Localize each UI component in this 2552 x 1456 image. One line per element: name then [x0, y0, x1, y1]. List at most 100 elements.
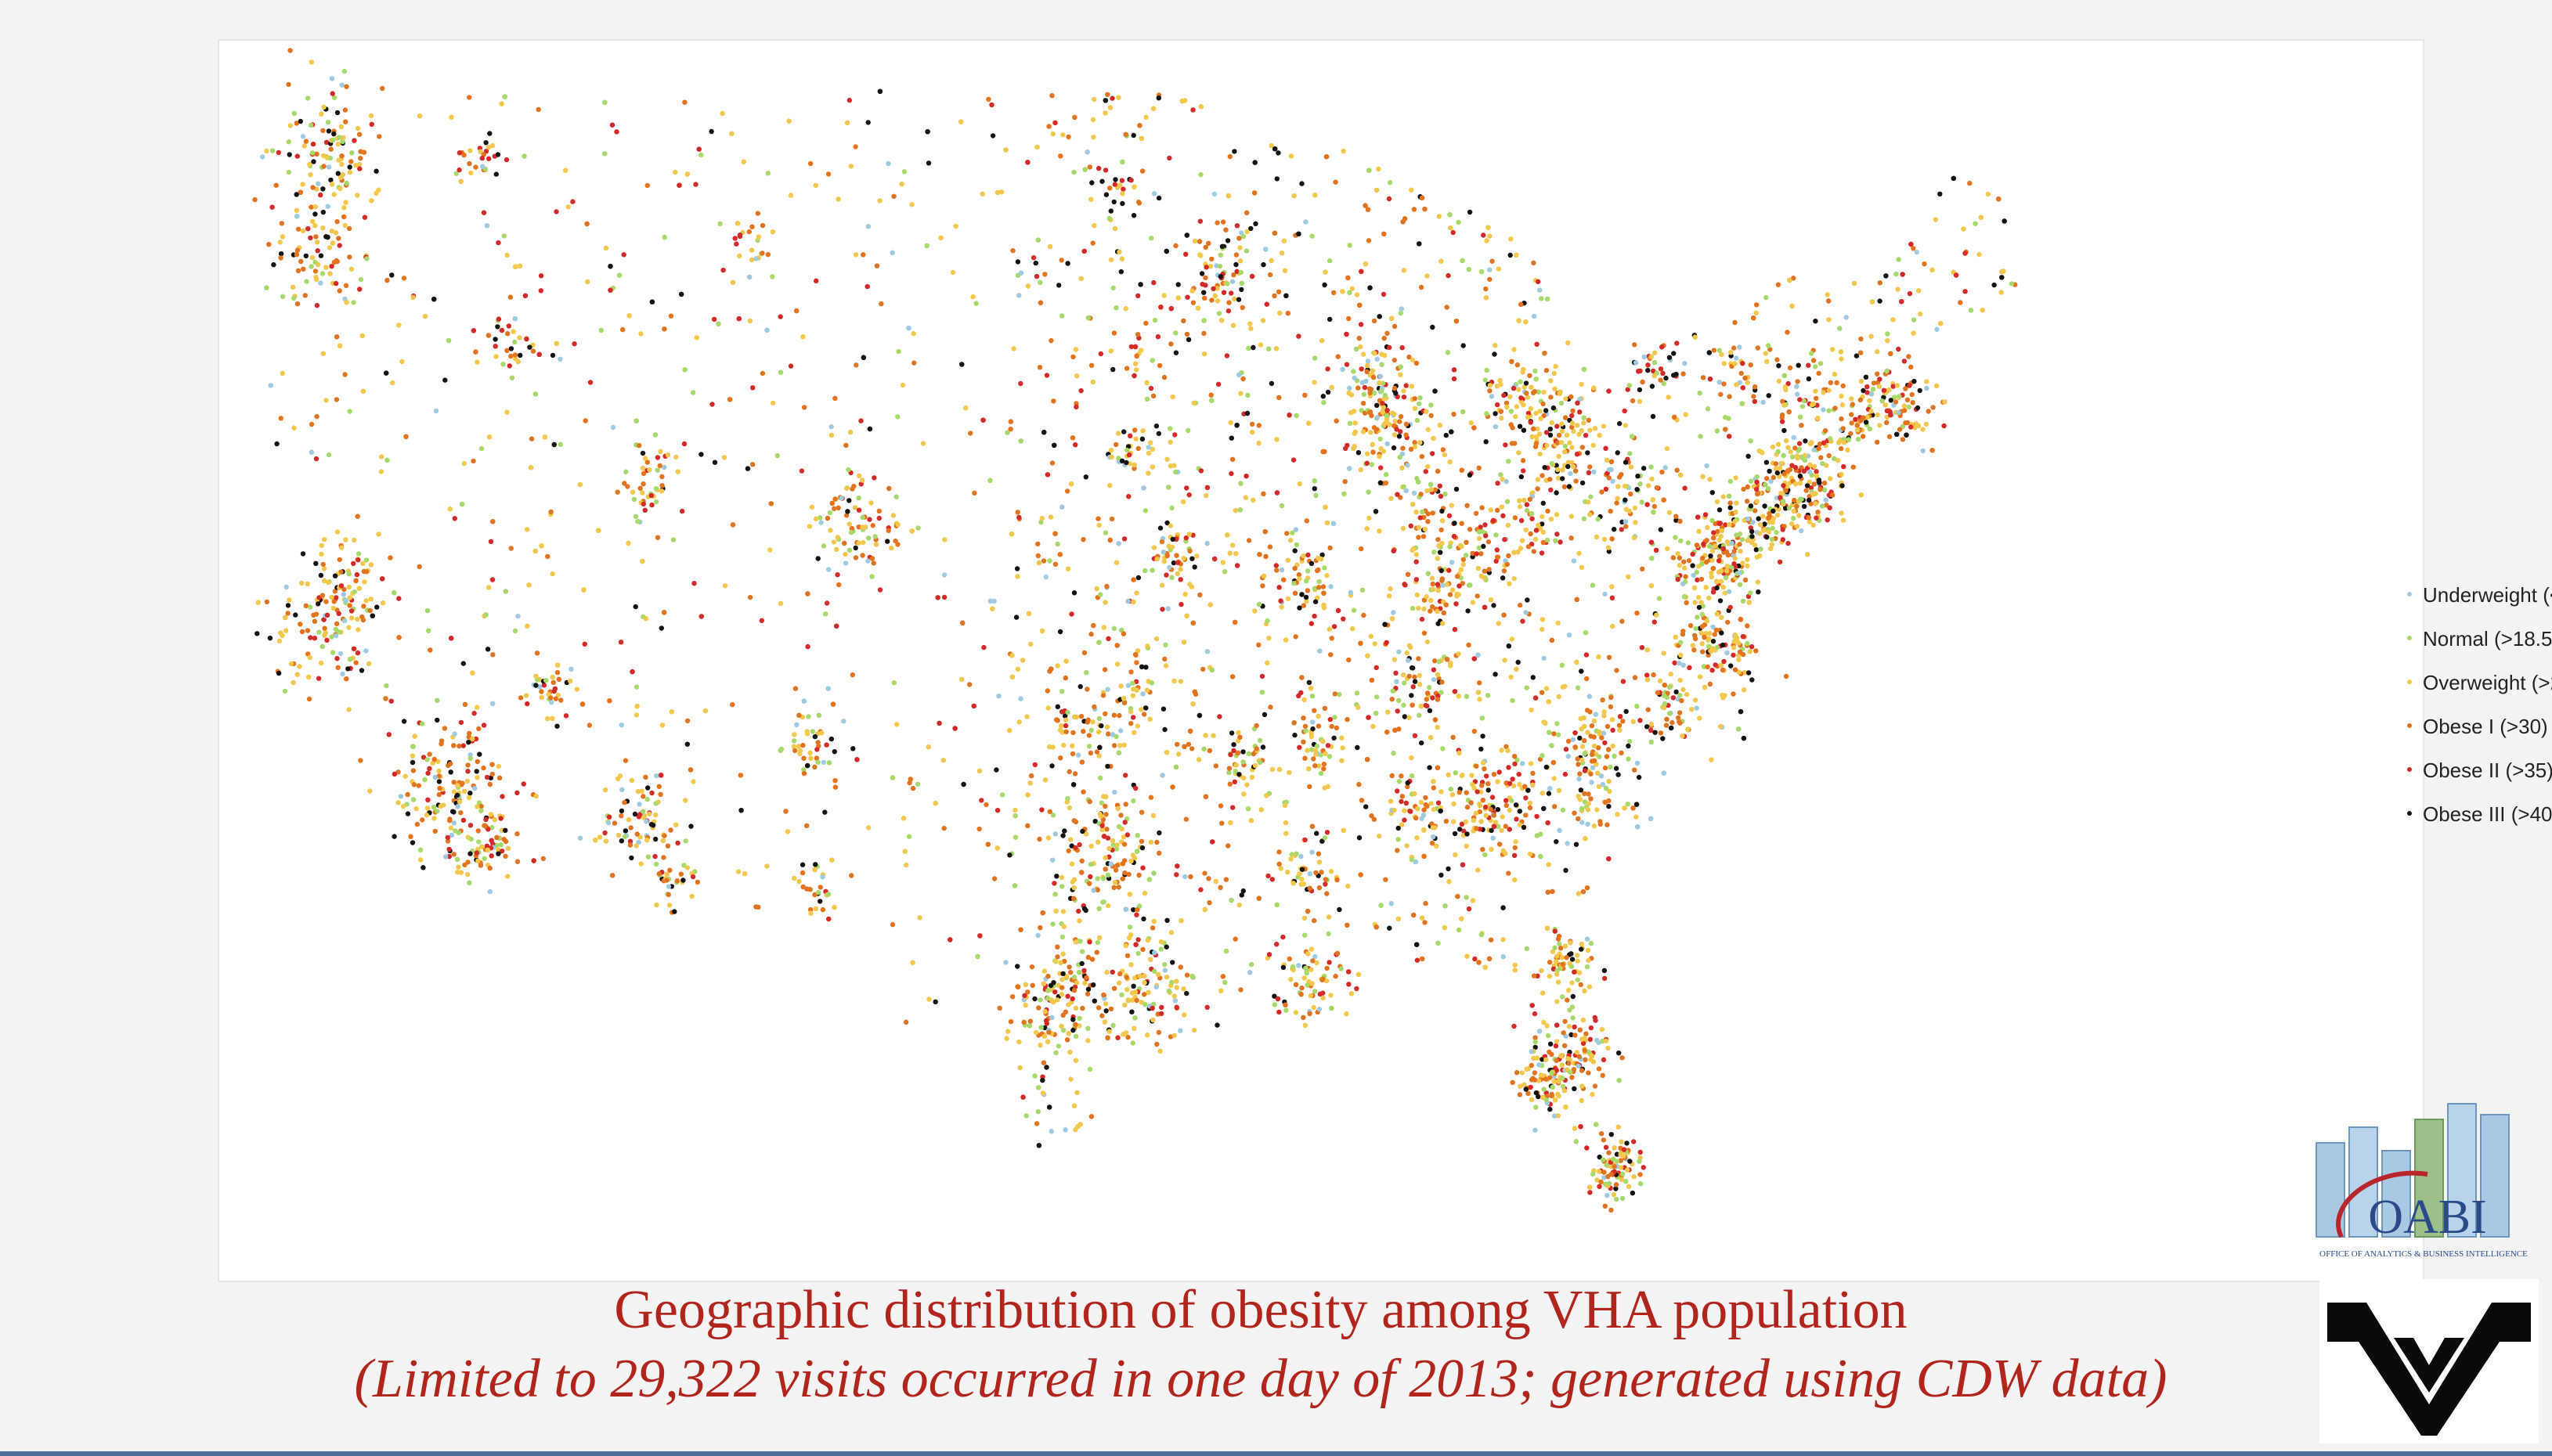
visit-dot	[1422, 920, 1428, 925]
visit-dot	[487, 865, 493, 871]
visit-dot	[1545, 889, 1551, 895]
visit-dot	[1695, 514, 1701, 520]
visit-dot	[1421, 853, 1427, 860]
visit-dot	[1500, 953, 1506, 960]
visit-dot	[1005, 430, 1010, 435]
visit-dot	[1147, 716, 1153, 722]
visit-dot	[323, 154, 330, 160]
visit-dot	[1368, 633, 1374, 639]
visit-dot	[323, 139, 330, 145]
visit-dot	[1049, 460, 1056, 466]
visit-dot	[1535, 486, 1540, 492]
visit-dot	[1933, 217, 1939, 222]
visit-dot	[1111, 330, 1117, 336]
visit-dot	[1154, 1041, 1160, 1047]
visit-dot	[1597, 432, 1602, 438]
visit-dot	[360, 388, 366, 394]
visit-dot	[489, 762, 495, 767]
visit-dot	[1279, 567, 1285, 573]
visit-dot	[1264, 301, 1270, 307]
visit-dot	[1045, 988, 1051, 993]
visit-dot	[1246, 751, 1252, 756]
visit-dot	[1099, 800, 1105, 805]
visit-dot	[511, 329, 516, 334]
visit-dot	[1439, 576, 1446, 582]
visit-dot	[1178, 577, 1183, 582]
visit-dot	[1386, 196, 1392, 202]
visit-dot	[1059, 723, 1064, 729]
visit-dot	[1123, 906, 1128, 912]
visit-dot	[1417, 395, 1423, 401]
visit-dot	[1443, 602, 1449, 607]
visit-dot	[1030, 982, 1035, 989]
visit-dot	[1511, 550, 1517, 555]
visit-dot	[1118, 268, 1124, 275]
visit-dot	[356, 557, 361, 563]
visit-dot	[1727, 434, 1732, 439]
visit-dot	[834, 623, 839, 629]
visit-dot	[1313, 751, 1319, 757]
visit-dot	[1070, 730, 1076, 736]
visit-dot	[1314, 744, 1320, 749]
visit-dot	[1496, 266, 1502, 272]
visit-dot	[1365, 451, 1370, 456]
visit-dot	[602, 787, 608, 793]
visit-dot	[1985, 191, 1991, 197]
visit-dot	[1539, 296, 1544, 301]
visit-dot	[1554, 532, 1560, 537]
visit-dot	[778, 369, 784, 375]
visit-dot	[1922, 261, 1927, 267]
visit-dot	[796, 712, 802, 718]
visit-dot	[1276, 861, 1282, 867]
visit-dot	[1316, 885, 1323, 891]
visit-dot	[652, 432, 659, 438]
visit-dot	[1298, 690, 1304, 696]
visit-dot	[1741, 486, 1746, 492]
visit-dot	[1207, 748, 1213, 754]
visit-dot	[1010, 994, 1016, 1000]
visit-dot	[1893, 271, 1899, 277]
visit-dot	[324, 637, 330, 643]
visit-dot	[1408, 523, 1414, 528]
visit-dot	[851, 484, 857, 489]
visit-dot	[1330, 521, 1337, 527]
visit-dot	[1406, 354, 1412, 360]
visit-dot	[1370, 374, 1377, 380]
visit-dot	[1038, 300, 1044, 305]
visit-dot	[309, 150, 316, 156]
visit-dot	[1560, 684, 1566, 690]
visit-dot	[1042, 777, 1049, 783]
visit-dot	[1293, 982, 1299, 988]
visit-dot	[1227, 153, 1233, 160]
visit-dot	[609, 873, 615, 878]
visit-dot	[1797, 414, 1803, 420]
visit-dot	[1053, 1050, 1059, 1056]
visit-dot	[439, 738, 445, 744]
visit-dot	[551, 441, 557, 448]
visit-dot	[1507, 581, 1512, 586]
visit-dot	[1482, 964, 1488, 970]
visit-dot	[1888, 351, 1893, 356]
visit-dot	[895, 414, 901, 420]
visit-dot	[1511, 347, 1517, 352]
visit-dot	[1751, 315, 1756, 321]
visit-dot	[315, 248, 320, 254]
visit-dot	[312, 268, 319, 274]
visit-dot	[346, 225, 352, 232]
visit-dot	[468, 170, 474, 176]
visit-dot	[1117, 971, 1123, 977]
visit-dot	[1272, 146, 1278, 152]
visit-dot	[1366, 715, 1371, 720]
visit-dot	[1440, 582, 1446, 588]
visit-dot	[1673, 535, 1678, 540]
visit-dot	[653, 486, 659, 492]
visit-dot	[655, 455, 661, 460]
visit-dot	[1452, 627, 1458, 632]
visit-dot	[318, 192, 323, 198]
visit-dot	[1535, 426, 1540, 432]
visit-dot	[633, 843, 639, 849]
visit-dot	[538, 273, 544, 279]
visit-dot	[778, 600, 784, 606]
visit-dot	[1967, 180, 1973, 186]
visit-dot	[1421, 807, 1427, 813]
